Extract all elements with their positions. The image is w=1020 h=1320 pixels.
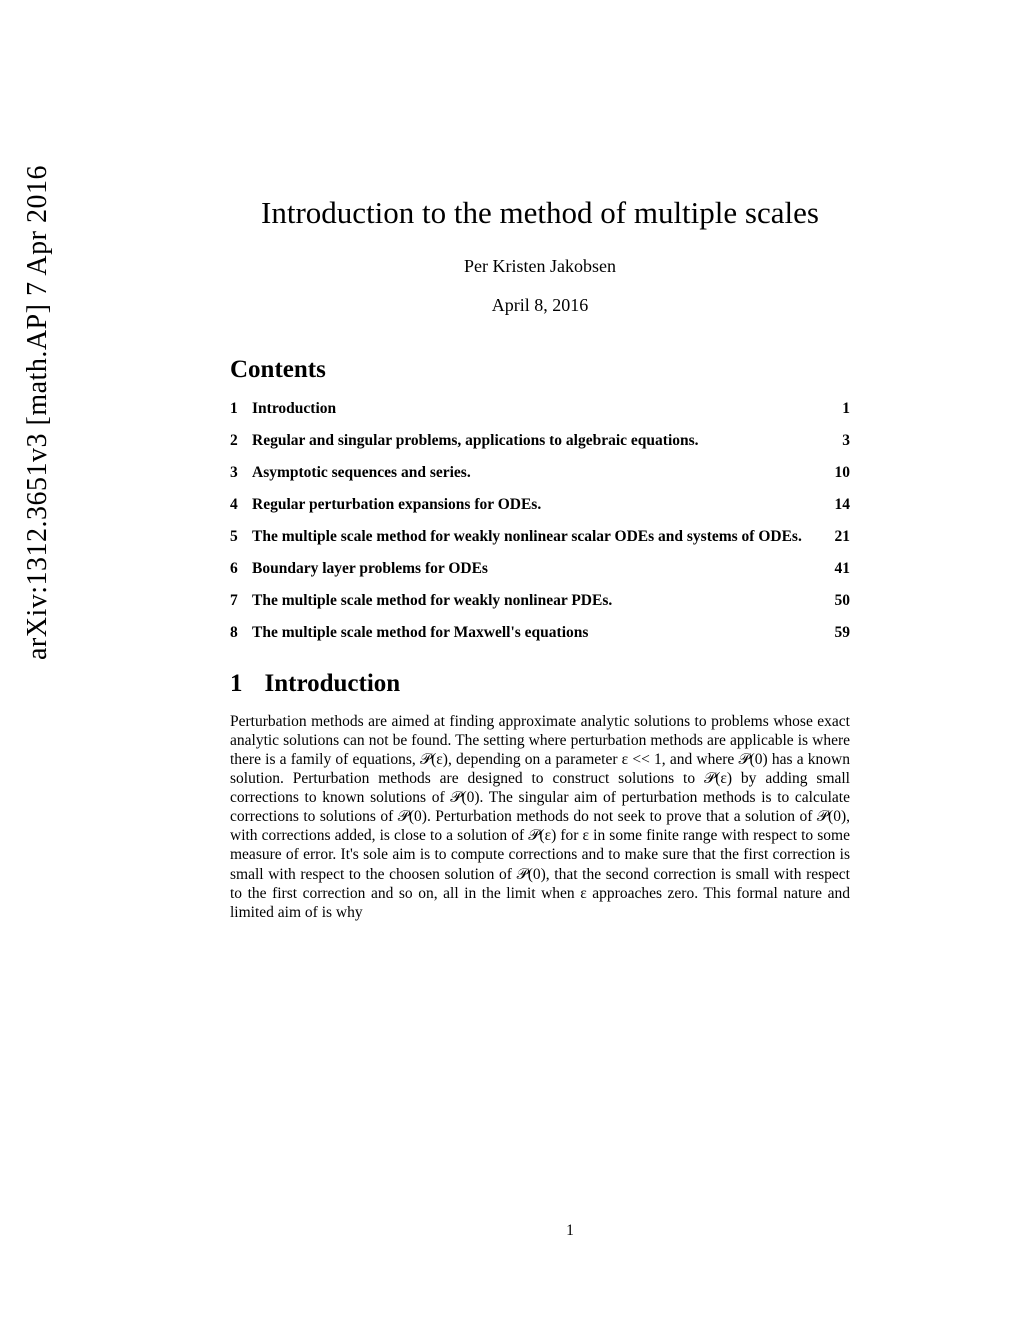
section-num: 1 (230, 670, 243, 698)
toc-label: The multiple scale method for weakly non… (252, 592, 820, 610)
toc-entry: 2 Regular and singular problems, applica… (230, 432, 850, 450)
toc-page: 1 (820, 400, 850, 418)
toc-label: Boundary layer problems for ODEs (252, 560, 820, 578)
arxiv-identifier: arXiv:1312.3651v3 [math.AP] 7 Apr 2016 (22, 165, 54, 660)
toc-num: 5 (230, 528, 252, 546)
toc-page: 50 (820, 592, 850, 610)
page-number: 1 (566, 1222, 574, 1240)
toc-page: 14 (820, 496, 850, 514)
toc-page: 21 (820, 528, 850, 546)
contents-heading: Contents (230, 356, 850, 384)
toc-entry: 4 Regular perturbation expansions for OD… (230, 496, 850, 514)
toc-label: The multiple scale method for Maxwell's … (252, 624, 820, 642)
paper-title: Introduction to the method of multiple s… (230, 195, 850, 231)
toc-num: 6 (230, 560, 252, 578)
toc-label: Regular perturbation expansions for ODEs… (252, 496, 820, 514)
toc-entry: 8 The multiple scale method for Maxwell'… (230, 624, 850, 642)
toc-num: 7 (230, 592, 252, 610)
section-heading: 1 Introduction (230, 670, 850, 698)
table-of-contents: 1 Introduction 1 2 Regular and singular … (230, 400, 850, 642)
toc-label: Introduction (252, 400, 820, 418)
toc-num: 8 (230, 624, 252, 642)
toc-entry: 6 Boundary layer problems for ODEs 41 (230, 560, 850, 578)
toc-entry: 5 The multiple scale method for weakly n… (230, 528, 850, 546)
toc-page: 41 (820, 560, 850, 578)
page-content: Introduction to the method of multiple s… (230, 195, 850, 1320)
toc-page: 10 (820, 464, 850, 482)
toc-entry: 7 The multiple scale method for weakly n… (230, 592, 850, 610)
toc-label: Regular and singular problems, applicati… (252, 432, 820, 450)
toc-num: 1 (230, 400, 252, 418)
toc-num: 3 (230, 464, 252, 482)
toc-page: 3 (820, 432, 850, 450)
body-paragraph: Perturbation methods are aimed at findin… (230, 712, 850, 922)
toc-num: 2 (230, 432, 252, 450)
toc-entry: 3 Asymptotic sequences and series. 10 (230, 464, 850, 482)
toc-entry: 1 Introduction 1 (230, 400, 850, 418)
toc-label: Asymptotic sequences and series. (252, 464, 820, 482)
paper-date: April 8, 2016 (230, 295, 850, 316)
toc-label: The multiple scale method for weakly non… (252, 528, 820, 546)
paper-author: Per Kristen Jakobsen (230, 256, 850, 277)
toc-page: 59 (820, 624, 850, 642)
toc-num: 4 (230, 496, 252, 514)
section-title: Introduction (265, 670, 401, 697)
